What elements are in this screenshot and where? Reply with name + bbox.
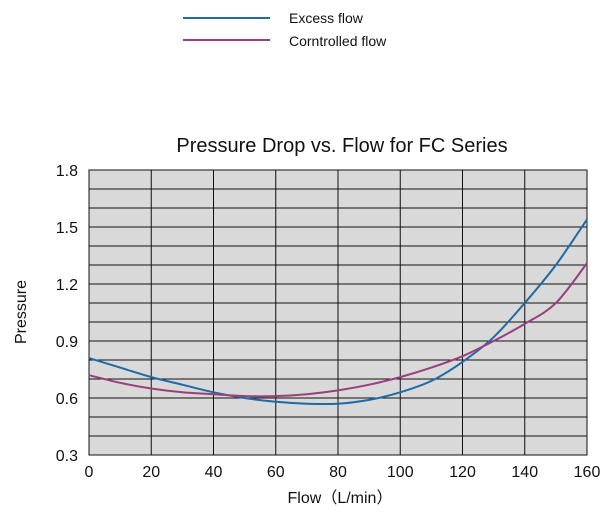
series-line-controlled-flow <box>88 262 588 398</box>
y-tick-label: 1.8 <box>56 163 78 180</box>
series-layer <box>88 218 588 406</box>
x-tick-label: 140 <box>511 464 538 481</box>
x-tick-label: 20 <box>142 464 160 481</box>
grid <box>88 169 588 456</box>
y-tick-labels: 0.3 0.6 0.9 1.2 1.5 1.8 <box>56 163 78 465</box>
x-tick-label: 60 <box>267 464 285 481</box>
series-line-excess-flow <box>88 218 588 406</box>
y-axis-title: Pressure <box>13 280 30 344</box>
x-tick-labels: 0 20 40 60 80 100 120 140 160 <box>85 464 601 481</box>
x-axis-title: Flow（L/min） <box>288 489 393 507</box>
legend-label-controlled-flow: Corntrolled flow <box>289 33 387 49</box>
x-tick-label: 40 <box>205 464 223 481</box>
x-tick-label: 100 <box>387 464 414 481</box>
y-tick-label: 0.9 <box>56 334 78 351</box>
y-tick-label: 1.5 <box>56 220 78 237</box>
legend-label-excess-flow: Excess flow <box>289 10 364 26</box>
x-tick-label: 80 <box>329 464 347 481</box>
x-tick-label: 160 <box>574 464 601 481</box>
y-tick-label: 1.2 <box>56 277 78 294</box>
legend: Excess flow Corntrolled flow <box>183 10 387 49</box>
y-tick-label: 0.6 <box>56 391 78 408</box>
x-tick-label: 0 <box>85 464 94 481</box>
y-tick-label: 0.3 <box>56 448 78 465</box>
x-tick-label: 120 <box>449 464 476 481</box>
chart-title: Pressure Drop vs. Flow for FC Series <box>176 135 507 157</box>
